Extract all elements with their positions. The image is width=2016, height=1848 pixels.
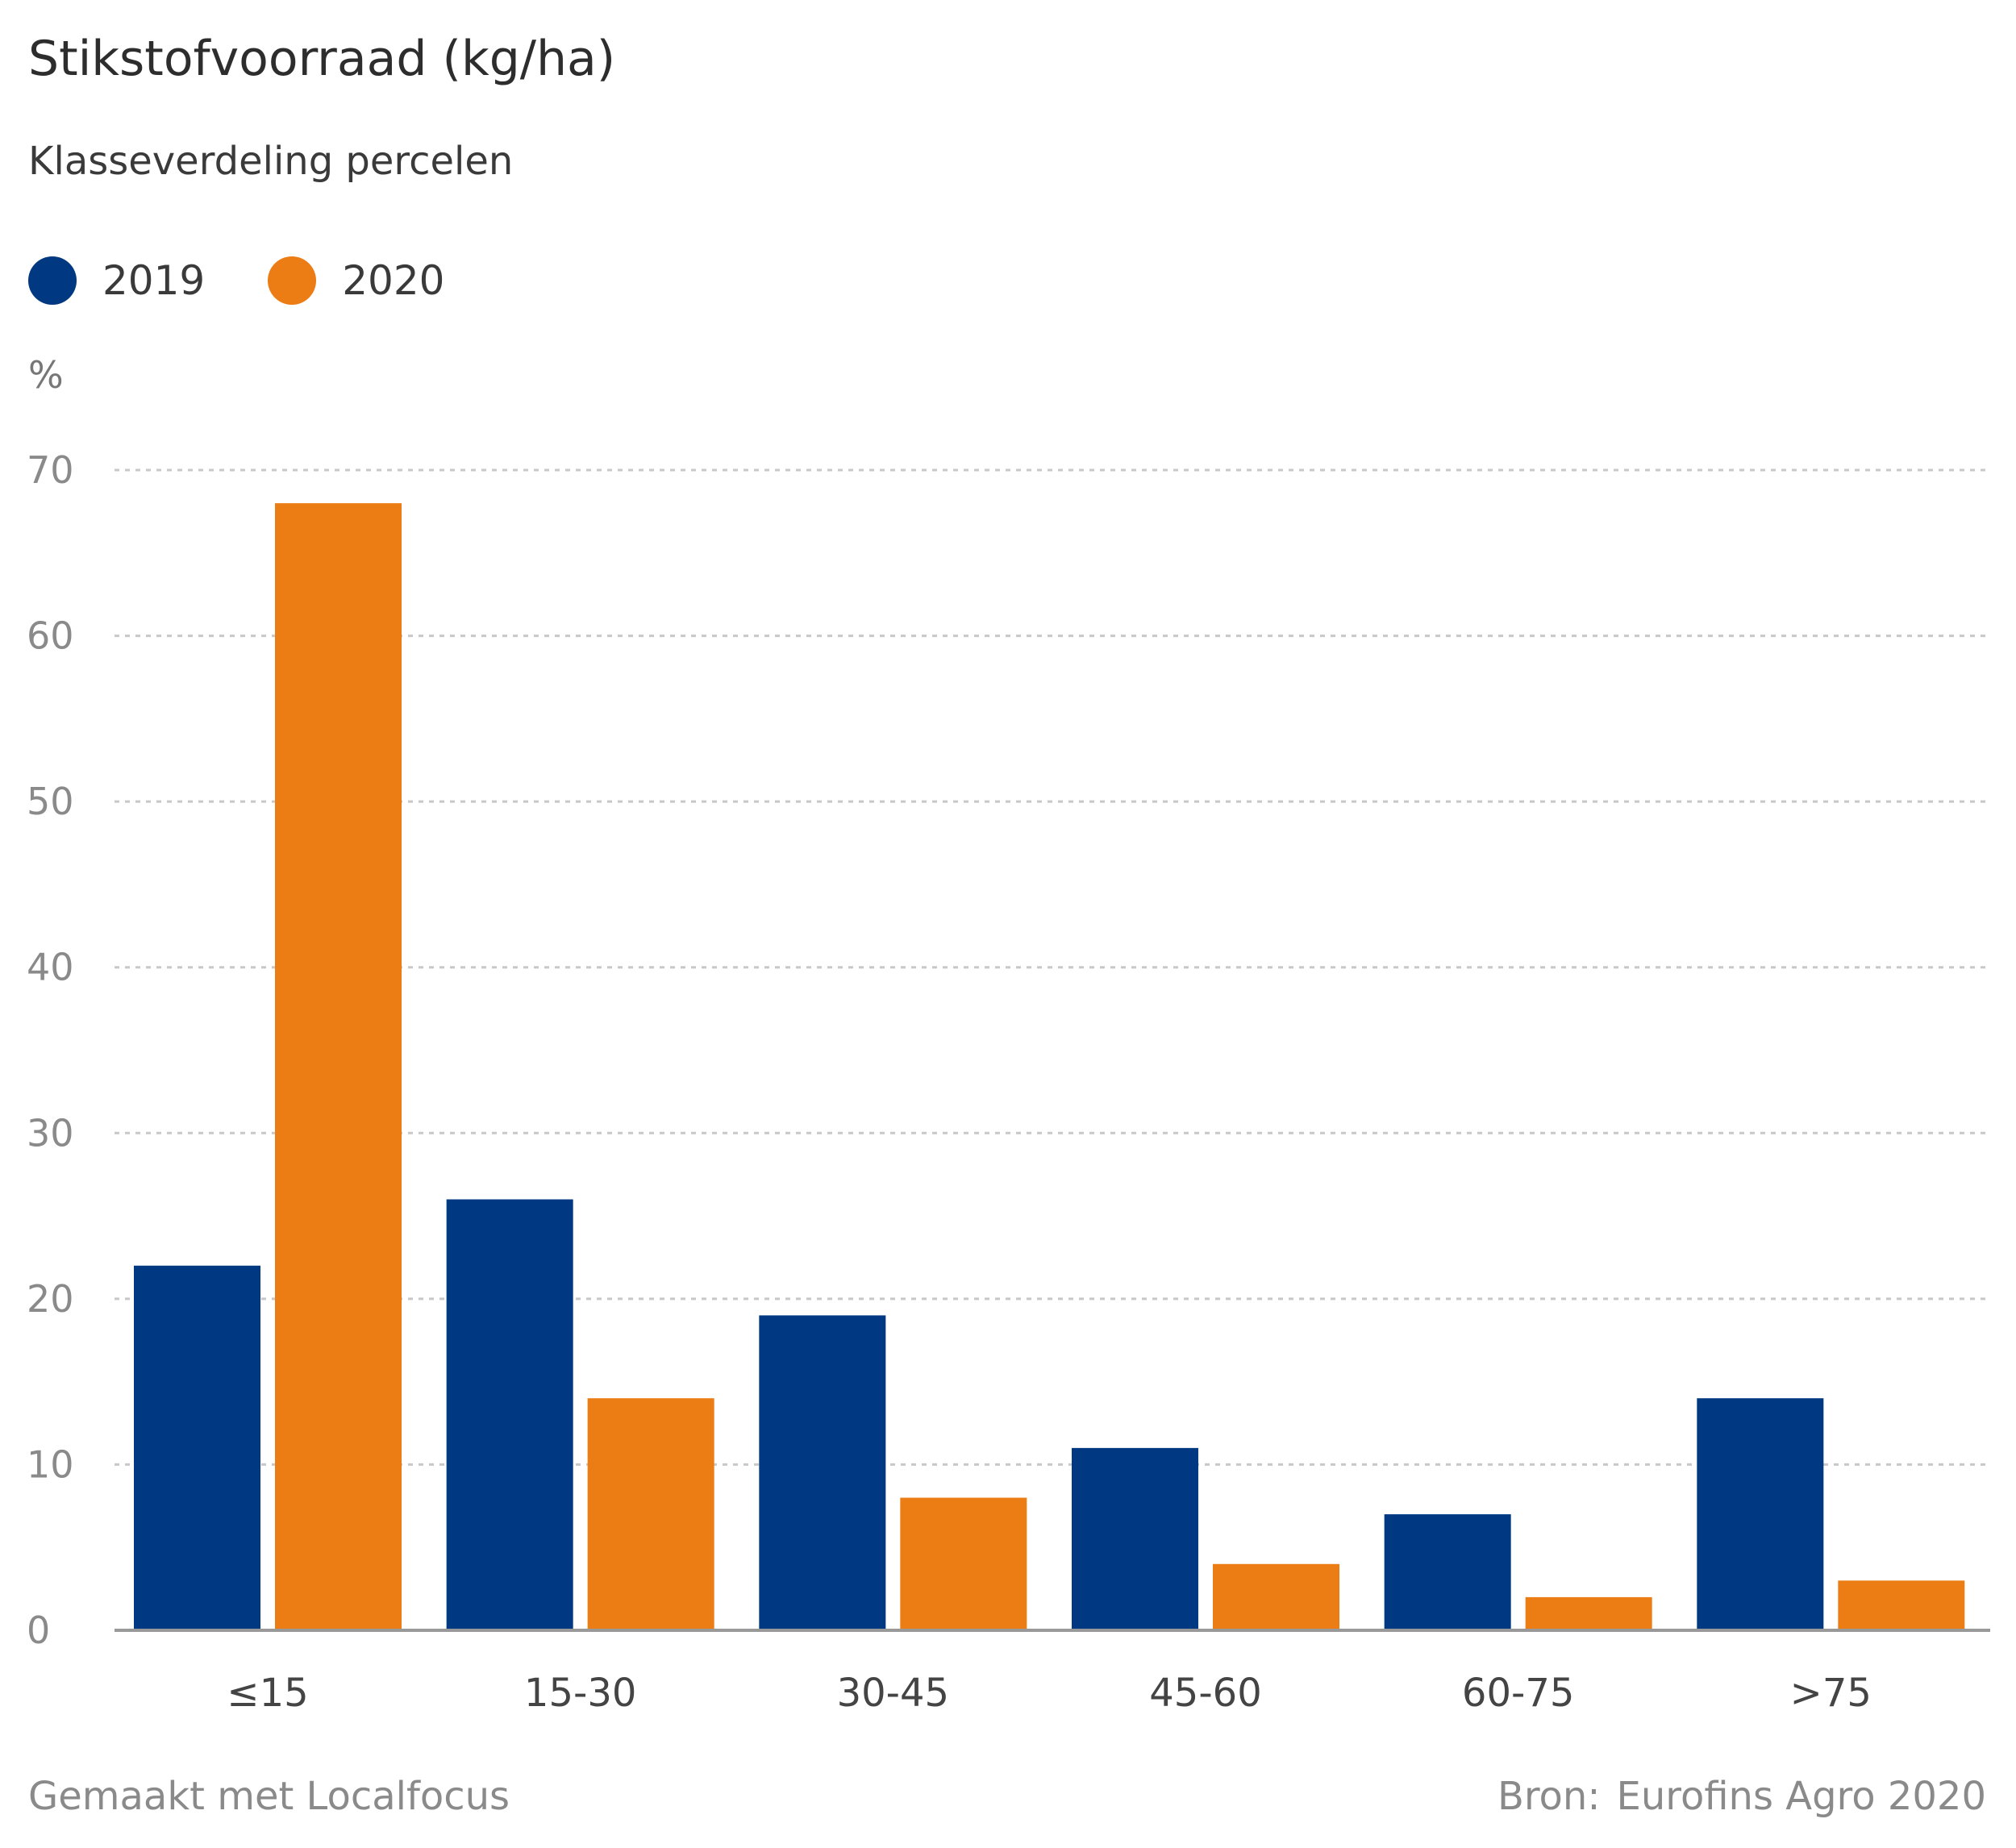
legend-label-2019: 2019 <box>102 257 206 304</box>
legend-swatch-2020 <box>268 256 317 305</box>
y-tick-label-40: 40 <box>27 946 74 989</box>
bar-2020-3 <box>1213 1563 1339 1630</box>
bar-2019-5 <box>1697 1398 1824 1630</box>
made-with-credit: Gemaakt met Localfocus <box>28 1774 510 1819</box>
legend: 2019 2020 <box>28 256 508 305</box>
legend-label-2020: 2020 <box>342 257 445 304</box>
y-tick-label-60: 60 <box>27 614 74 658</box>
chart-subtitle: Klasseverdeling percelen <box>28 139 514 184</box>
bar-2020-4 <box>1525 1596 1652 1630</box>
y-tick-label-10: 10 <box>27 1442 74 1486</box>
bar-2020-1 <box>587 1398 714 1630</box>
y-tick-label-30: 30 <box>27 1111 74 1155</box>
legend-item-2020: 2020 <box>268 256 445 305</box>
source-credit: Bron: Eurofins Agro 2020 <box>1497 1774 1986 1819</box>
bar-2019-3 <box>1072 1447 1198 1630</box>
bar-2019-2 <box>759 1315 886 1630</box>
bar-2019-0 <box>134 1265 260 1630</box>
x-tick-label-2: 30-45 <box>837 1671 949 1716</box>
bar-2020-2 <box>900 1497 1027 1630</box>
y-axis-unit-label: % <box>28 353 64 397</box>
bar-2019-1 <box>446 1199 573 1630</box>
x-tick-label-0: ≤15 <box>227 1671 308 1716</box>
x-tick-label-5: >75 <box>1790 1671 1872 1716</box>
source-label: Bron: <box>1497 1774 1601 1819</box>
legend-swatch-2019 <box>28 256 77 305</box>
legend-item-2019: 2019 <box>28 256 205 305</box>
y-tick-label-50: 50 <box>27 780 74 823</box>
y-tick-label-70: 70 <box>27 448 74 492</box>
x-tick-label-4: 60-75 <box>1462 1671 1574 1716</box>
bar-2020-5 <box>1838 1580 1965 1630</box>
bar-2019-4 <box>1384 1514 1511 1630</box>
x-tick-label-1: 15-30 <box>524 1671 636 1716</box>
bar-2020-0 <box>275 503 402 1630</box>
chart-title: Stikstofvoorraad (kg/ha) <box>28 31 616 87</box>
y-tick-label-20: 20 <box>27 1277 74 1321</box>
x-tick-label-3: 45-60 <box>1149 1671 1261 1716</box>
y-tick-label-0: 0 <box>27 1609 50 1652</box>
source-name: Eurofins Agro 2020 <box>1616 1774 1986 1819</box>
